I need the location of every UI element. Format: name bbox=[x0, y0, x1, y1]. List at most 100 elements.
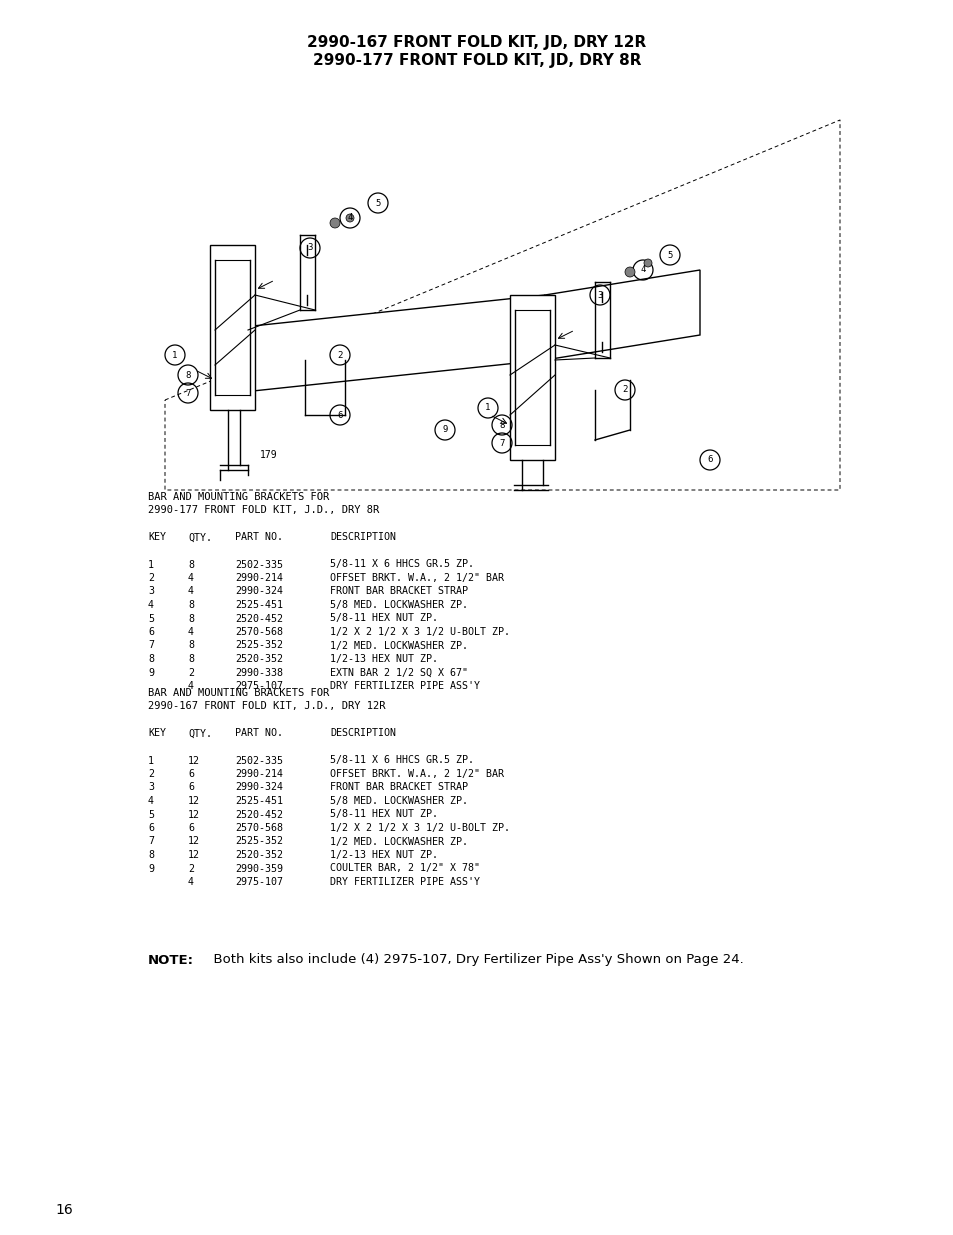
Text: 2990-324: 2990-324 bbox=[234, 587, 283, 597]
Circle shape bbox=[330, 219, 339, 228]
Text: 12: 12 bbox=[188, 797, 200, 806]
Text: 12: 12 bbox=[188, 756, 200, 766]
Text: 2990-214: 2990-214 bbox=[234, 573, 283, 583]
Text: 2990-167 FRONT FOLD KIT, JD, DRY 12R: 2990-167 FRONT FOLD KIT, JD, DRY 12R bbox=[307, 35, 646, 49]
Text: 2520-352: 2520-352 bbox=[234, 655, 283, 664]
Text: 1/2 X 2 1/2 X 3 1/2 U-BOLT ZP.: 1/2 X 2 1/2 X 3 1/2 U-BOLT ZP. bbox=[330, 823, 510, 832]
Polygon shape bbox=[210, 245, 254, 410]
Text: 2990-177 FRONT FOLD KIT, JD, DRY 8R: 2990-177 FRONT FOLD KIT, JD, DRY 8R bbox=[313, 53, 640, 68]
Text: 5: 5 bbox=[148, 614, 153, 624]
Circle shape bbox=[346, 214, 354, 222]
Text: 2990-324: 2990-324 bbox=[234, 783, 283, 793]
Text: 2: 2 bbox=[188, 863, 193, 873]
Text: 16: 16 bbox=[55, 1203, 72, 1216]
Text: 12: 12 bbox=[188, 850, 200, 860]
Text: 7: 7 bbox=[148, 641, 153, 651]
Text: 8: 8 bbox=[188, 614, 193, 624]
Text: 6: 6 bbox=[337, 410, 342, 420]
Text: 2: 2 bbox=[148, 769, 153, 779]
Text: 5/8 MED. LOCKWASHER ZP.: 5/8 MED. LOCKWASHER ZP. bbox=[330, 797, 468, 806]
Text: 8: 8 bbox=[148, 850, 153, 860]
Text: 2990-167 FRONT FOLD KIT, J.D., DRY 12R: 2990-167 FRONT FOLD KIT, J.D., DRY 12R bbox=[148, 701, 385, 711]
Text: 7: 7 bbox=[148, 836, 153, 846]
Text: QTY.: QTY. bbox=[188, 729, 212, 739]
Text: 8: 8 bbox=[188, 600, 193, 610]
Text: 2525-451: 2525-451 bbox=[234, 797, 283, 806]
Text: DESCRIPTION: DESCRIPTION bbox=[330, 532, 395, 542]
Text: 8: 8 bbox=[188, 559, 193, 569]
Text: BAR AND MOUNTING BRACKETS FOR: BAR AND MOUNTING BRACKETS FOR bbox=[148, 688, 329, 698]
Text: FRONT BAR BRACKET STRAP: FRONT BAR BRACKET STRAP bbox=[330, 783, 468, 793]
Text: PART NO.: PART NO. bbox=[234, 729, 283, 739]
Polygon shape bbox=[214, 295, 544, 395]
Text: 5: 5 bbox=[666, 251, 672, 259]
Text: 3: 3 bbox=[597, 290, 602, 300]
Text: 2990-214: 2990-214 bbox=[234, 769, 283, 779]
Text: 179: 179 bbox=[260, 450, 277, 459]
Text: 6: 6 bbox=[148, 823, 153, 832]
Text: 1/2 MED. LOCKWASHER ZP.: 1/2 MED. LOCKWASHER ZP. bbox=[330, 641, 468, 651]
Text: 3: 3 bbox=[148, 783, 153, 793]
Text: COULTER BAR, 2 1/2" X 78": COULTER BAR, 2 1/2" X 78" bbox=[330, 863, 479, 873]
Text: 2975-107: 2975-107 bbox=[234, 877, 283, 887]
Text: 8: 8 bbox=[188, 655, 193, 664]
Text: 2: 2 bbox=[337, 351, 342, 359]
Text: 12: 12 bbox=[188, 809, 200, 820]
Text: 5: 5 bbox=[375, 199, 380, 207]
Text: 2570-568: 2570-568 bbox=[234, 823, 283, 832]
Text: 4: 4 bbox=[188, 627, 193, 637]
Text: 6: 6 bbox=[706, 456, 712, 464]
Text: 2502-335: 2502-335 bbox=[234, 559, 283, 569]
Text: 2525-352: 2525-352 bbox=[234, 641, 283, 651]
Text: 3: 3 bbox=[307, 243, 313, 252]
Text: 5/8-11 X 6 HHCS GR.5 ZP.: 5/8-11 X 6 HHCS GR.5 ZP. bbox=[330, 756, 474, 766]
Text: 1: 1 bbox=[148, 559, 153, 569]
Text: 4: 4 bbox=[639, 266, 645, 274]
Circle shape bbox=[624, 267, 635, 277]
Text: 2: 2 bbox=[188, 667, 193, 678]
Text: OFFSET BRKT. W.A., 2 1/2" BAR: OFFSET BRKT. W.A., 2 1/2" BAR bbox=[330, 573, 503, 583]
Text: 6: 6 bbox=[148, 627, 153, 637]
Text: 7: 7 bbox=[185, 389, 191, 398]
Text: DRY FERTILIZER PIPE ASS'Y: DRY FERTILIZER PIPE ASS'Y bbox=[330, 877, 479, 887]
Text: 4: 4 bbox=[188, 587, 193, 597]
Polygon shape bbox=[544, 270, 700, 359]
Text: 2520-452: 2520-452 bbox=[234, 614, 283, 624]
Text: 4: 4 bbox=[188, 680, 193, 692]
Circle shape bbox=[643, 259, 651, 267]
Text: 2525-352: 2525-352 bbox=[234, 836, 283, 846]
Text: 5/8 MED. LOCKWASHER ZP.: 5/8 MED. LOCKWASHER ZP. bbox=[330, 600, 468, 610]
Polygon shape bbox=[510, 295, 555, 459]
Text: 12: 12 bbox=[188, 836, 200, 846]
Text: NOTE:: NOTE: bbox=[148, 953, 193, 967]
Text: BAR AND MOUNTING BRACKETS FOR: BAR AND MOUNTING BRACKETS FOR bbox=[148, 492, 329, 501]
Text: 8: 8 bbox=[188, 641, 193, 651]
Text: 8: 8 bbox=[148, 655, 153, 664]
Text: 5: 5 bbox=[148, 809, 153, 820]
Text: 9: 9 bbox=[148, 863, 153, 873]
Text: KEY: KEY bbox=[148, 729, 166, 739]
Text: 1: 1 bbox=[485, 404, 490, 412]
Text: 1/2 X 2 1/2 X 3 1/2 U-BOLT ZP.: 1/2 X 2 1/2 X 3 1/2 U-BOLT ZP. bbox=[330, 627, 510, 637]
Text: 5/8-11 HEX NUT ZP.: 5/8-11 HEX NUT ZP. bbox=[330, 809, 437, 820]
Text: Both kits also include (4) 2975-107, Dry Fertilizer Pipe Ass'y Shown on Page 24.: Both kits also include (4) 2975-107, Dry… bbox=[205, 953, 743, 967]
Text: 4: 4 bbox=[148, 797, 153, 806]
Text: 2975-107: 2975-107 bbox=[234, 680, 283, 692]
Text: 4: 4 bbox=[188, 573, 193, 583]
Text: 2502-335: 2502-335 bbox=[234, 756, 283, 766]
Text: QTY.: QTY. bbox=[188, 532, 212, 542]
Text: 8: 8 bbox=[185, 370, 191, 379]
Text: 2990-338: 2990-338 bbox=[234, 667, 283, 678]
Text: PART NO.: PART NO. bbox=[234, 532, 283, 542]
Text: 2520-452: 2520-452 bbox=[234, 809, 283, 820]
Text: DESCRIPTION: DESCRIPTION bbox=[330, 729, 395, 739]
Text: OFFSET BRKT. W.A., 2 1/2" BAR: OFFSET BRKT. W.A., 2 1/2" BAR bbox=[330, 769, 503, 779]
Text: 5/8-11 HEX NUT ZP.: 5/8-11 HEX NUT ZP. bbox=[330, 614, 437, 624]
Text: EXTN BAR 2 1/2 SQ X 67": EXTN BAR 2 1/2 SQ X 67" bbox=[330, 667, 468, 678]
Text: 4: 4 bbox=[188, 877, 193, 887]
Text: KEY: KEY bbox=[148, 532, 166, 542]
Text: 2: 2 bbox=[621, 385, 627, 394]
Text: 6: 6 bbox=[188, 823, 193, 832]
Text: 2990-359: 2990-359 bbox=[234, 863, 283, 873]
Text: 7: 7 bbox=[498, 438, 504, 447]
